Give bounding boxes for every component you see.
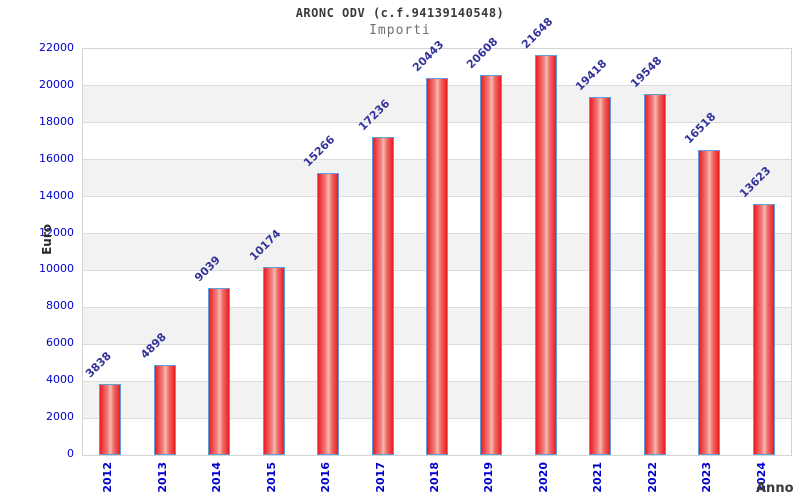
bar-2021 (589, 97, 611, 455)
x-axis-tick-label: 2016 (319, 462, 332, 493)
y-axis-tick-label: 8000 (46, 299, 74, 313)
x-axis-tick-label: 2021 (591, 462, 604, 493)
y-axis-tick-label: 22000 (39, 41, 74, 54)
bar-2017 (372, 137, 394, 455)
x-axis-tick-label: 2013 (156, 462, 169, 493)
bar-2024 (753, 204, 775, 455)
y-axis-tick-label: 14000 (39, 188, 74, 202)
y-axis-tick-label: 20000 (39, 77, 74, 91)
y-axis-tick-label: 0 (67, 447, 74, 460)
bar-2022 (644, 94, 666, 455)
bar-value-label: 20443 (410, 38, 447, 75)
y-axis-tick-label: 4000 (46, 373, 74, 387)
y-axis-title: Euro (40, 224, 54, 255)
x-axis-tick-label: 2012 (101, 462, 114, 493)
y-axis-tick-label: 12000 (39, 225, 74, 239)
bar-2023 (698, 150, 720, 455)
x-axis-tick-label: 2014 (210, 462, 223, 493)
y-axis-tick-label: 16000 (39, 151, 74, 165)
x-axis-tick-label: 2018 (428, 462, 441, 493)
chart-subtitle: Importi (369, 23, 431, 38)
x-axis-tick-label: 2023 (700, 462, 713, 493)
bar-2013 (154, 365, 176, 455)
bar-value-label: 3838 (83, 349, 114, 381)
x-axis-title: Anno (756, 481, 794, 496)
bar-2018 (426, 78, 448, 455)
y-axis-tick-label: 10000 (39, 262, 74, 276)
bar-2020 (535, 55, 557, 455)
chart-title: ARONC ODV (c.f.94139140548) (295, 6, 505, 20)
bar-2016 (317, 173, 339, 455)
y-axis-tick-label: 18000 (39, 114, 74, 128)
bar-value-label: 20608 (464, 35, 501, 72)
bar-2014 (208, 288, 230, 455)
x-axis-tick-label: 2017 (374, 462, 387, 493)
bar-2015 (263, 267, 285, 455)
plot-area: 3838 4898 9039 10174 15266 17236 20443 20608 216… (82, 15, 792, 456)
x-axis-tick-label: 2019 (482, 462, 495, 493)
x-axis-tick-label: 2020 (537, 462, 550, 493)
bar-2012 (99, 384, 121, 455)
x-axis-tick-label: 2022 (646, 462, 659, 493)
bar-2019 (480, 75, 502, 455)
y-axis-tick-label: 6000 (46, 336, 74, 350)
y-axis-tick-label: 2000 (46, 410, 74, 424)
x-axis-tick-label: 2015 (265, 462, 278, 493)
